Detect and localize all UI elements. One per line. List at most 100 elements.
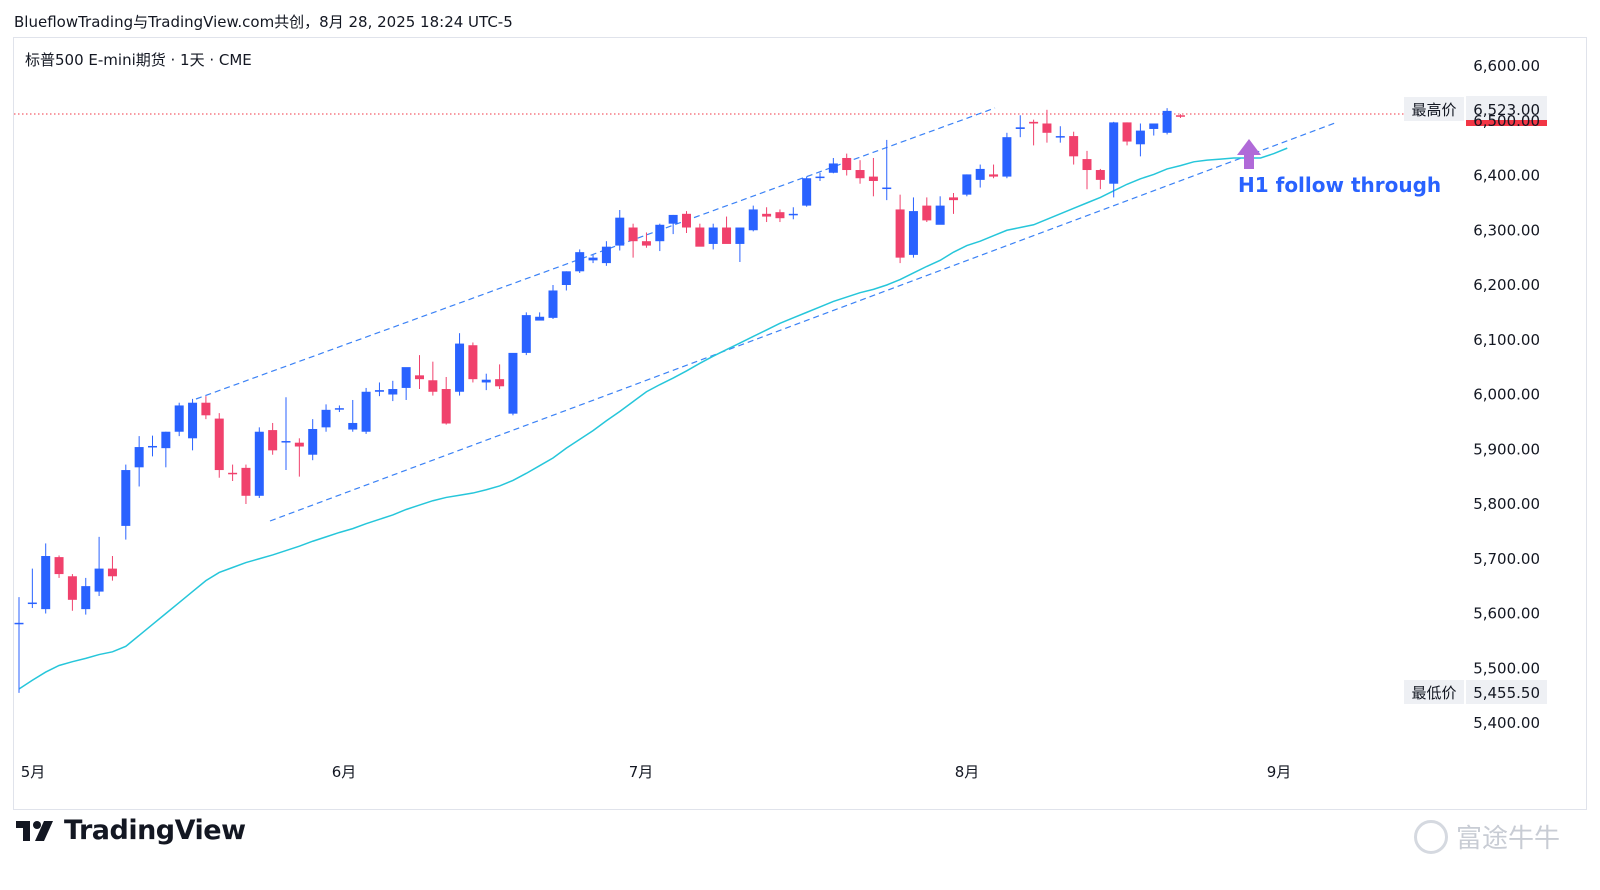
candle — [962, 174, 972, 197]
candle-body — [748, 209, 758, 231]
candle-body — [388, 389, 398, 395]
candle — [321, 404, 331, 432]
candle — [27, 568, 37, 609]
symbol-title[interactable]: 标普500 E-mini期货 · 1天 · CME — [25, 51, 252, 69]
candle — [1135, 123, 1145, 157]
candle — [868, 157, 878, 197]
candle — [94, 536, 104, 596]
candle-body — [802, 178, 812, 206]
candle — [228, 464, 238, 482]
candle-body — [828, 163, 838, 173]
candle-body — [615, 217, 625, 246]
candle-body — [495, 379, 505, 387]
candle — [14, 597, 24, 693]
low-price-name: 最低价 — [1411, 684, 1456, 702]
time-tick-label: 7月 — [629, 763, 654, 781]
candle-body — [588, 257, 598, 261]
price-axis[interactable]: 6,600.00 6,500.00 6,400.00 6,300.00 6,200.00… — [1473, 57, 1540, 732]
candle — [762, 207, 772, 223]
candle-body — [81, 586, 91, 610]
candle — [401, 367, 411, 400]
annotation-text[interactable]: H1 follow through — [1238, 173, 1441, 197]
candle-body — [1175, 115, 1185, 117]
candle-body — [361, 391, 371, 432]
candle-body — [708, 227, 718, 244]
candle-body — [67, 576, 77, 600]
price-tick-label: 5,700.00 — [1473, 550, 1540, 568]
candle — [241, 464, 251, 504]
candle — [748, 205, 758, 232]
candle-body — [682, 213, 691, 228]
candle-body — [481, 379, 491, 383]
trend-channel[interactable] — [195, 107, 1336, 522]
candle — [1162, 108, 1172, 135]
tradingview-logo[interactable]: TradingView — [16, 815, 246, 846]
candle — [415, 355, 424, 390]
candle — [722, 216, 732, 244]
candle — [975, 164, 985, 188]
high-price-label: 最高价 6,523.00 — [1404, 96, 1547, 126]
candle — [188, 398, 198, 451]
candle — [455, 333, 465, 396]
candle-body — [228, 472, 238, 475]
candle-body — [722, 227, 732, 244]
candle — [668, 214, 678, 235]
candle — [1042, 109, 1052, 143]
price-tick-label: 6,100.00 — [1473, 331, 1540, 349]
candle — [388, 380, 398, 402]
candle-body — [695, 227, 705, 247]
price-tick-label: 6,400.00 — [1473, 167, 1540, 185]
candle — [348, 399, 358, 432]
candle-body — [1162, 110, 1172, 133]
candle — [802, 176, 812, 207]
candle-body — [107, 568, 117, 577]
candle — [148, 435, 157, 457]
candle-body — [455, 343, 465, 392]
candle — [1149, 123, 1159, 136]
candle — [214, 413, 224, 478]
candle-body — [908, 211, 918, 255]
candle — [882, 139, 892, 201]
candle-body — [308, 428, 318, 455]
candle — [601, 241, 611, 266]
candle-body — [935, 205, 945, 225]
candle — [708, 223, 718, 250]
candle — [855, 160, 865, 184]
candle-body — [561, 271, 571, 285]
candle — [1175, 114, 1185, 119]
candle-body — [668, 214, 678, 224]
candle-body — [762, 213, 772, 217]
time-tick-label: 8月 — [955, 763, 980, 781]
candle — [508, 352, 518, 416]
candle-body — [188, 402, 198, 439]
candle-body — [321, 409, 331, 428]
price-tick-label: 5,900.00 — [1473, 440, 1540, 458]
candle-body — [949, 197, 958, 201]
time-axis[interactable]: 5月 6月 7月 8月 9月 — [21, 763, 1292, 781]
candle — [441, 376, 451, 425]
candle-body — [241, 467, 251, 496]
candle — [67, 574, 77, 611]
candle-body — [521, 315, 531, 353]
candle — [548, 285, 558, 319]
candle — [174, 402, 184, 437]
candle-body — [601, 246, 611, 264]
candle-body — [148, 445, 157, 448]
candle-body — [441, 389, 451, 424]
candle-body — [1082, 159, 1092, 171]
candle — [134, 436, 144, 487]
candle — [615, 209, 625, 251]
price-tick-label: 5,400.00 — [1473, 714, 1540, 732]
candle-body — [294, 442, 304, 447]
candle-body — [201, 402, 211, 416]
time-tick-label: 5月 — [21, 763, 46, 781]
candle-body — [895, 209, 905, 258]
candle — [201, 396, 211, 420]
candle — [535, 312, 545, 321]
candle — [1002, 132, 1012, 179]
price-tick-label: 6,300.00 — [1473, 221, 1540, 239]
candle — [561, 271, 571, 291]
candle-body — [54, 557, 64, 575]
candle — [521, 312, 531, 356]
